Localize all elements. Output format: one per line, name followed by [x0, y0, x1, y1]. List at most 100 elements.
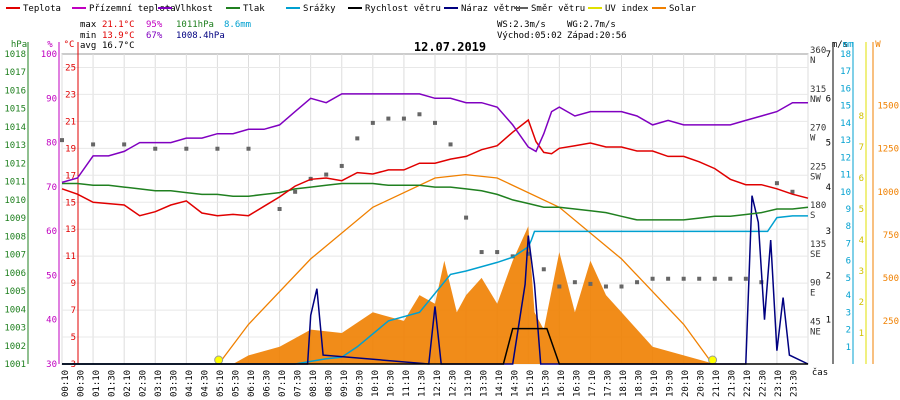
- y-tick-label: 5: [826, 139, 831, 149]
- y-tick-label: 15: [65, 198, 76, 208]
- y-tick-label: NW: [810, 95, 821, 105]
- x-tick-label: 19:30: [666, 370, 676, 397]
- rain-total: 8.6mm: [224, 20, 251, 30]
- x-tick-label: 06:10: [247, 370, 257, 397]
- x-tick-label: 13:30: [480, 370, 490, 397]
- wind-dir-point: [603, 284, 608, 289]
- y-tick-label: 2: [826, 271, 831, 281]
- wind-dir-point: [246, 146, 251, 151]
- y-tick-label: 8: [859, 112, 864, 122]
- y-tick-label: 4: [859, 236, 864, 246]
- wind-dir-point: [712, 276, 717, 281]
- y-tick-label: 90: [46, 94, 57, 104]
- x-tick-label: 21:30: [728, 370, 738, 397]
- axis-unit: %: [47, 40, 53, 50]
- y-tick-label: 1: [826, 316, 831, 326]
- y-tick-label: 5: [859, 205, 864, 215]
- x-tick-label: 15:30: [542, 370, 552, 397]
- y-tick-label: 90: [810, 279, 821, 289]
- y-tick-label: 25: [65, 63, 76, 73]
- axis-unit: m/s: [832, 40, 848, 50]
- y-tick-label: 1004: [4, 305, 26, 315]
- x-tick-label: 11:10: [402, 370, 412, 397]
- y-tick-label: 6: [826, 94, 831, 104]
- y-tick-label: 80: [46, 139, 57, 149]
- x-tick-label: 15:10: [526, 370, 536, 397]
- x-tick-label: 23:30: [790, 370, 800, 397]
- x-tick-label: 21:10: [712, 370, 722, 397]
- min-label: min: [80, 31, 96, 41]
- y-tick-label: S: [810, 211, 815, 221]
- x-tick-label: 18:30: [635, 370, 645, 397]
- legend-label: UV index: [605, 4, 649, 14]
- x-tick-label: 01:10: [92, 370, 102, 397]
- x-tick-label: 12:10: [433, 370, 443, 397]
- wind-dir-point: [650, 276, 655, 281]
- wind-dir-point: [370, 120, 375, 125]
- wind-dir-point: [277, 207, 282, 211]
- x-tick-label: 03:10: [154, 370, 164, 397]
- y-tick-label: 500: [883, 274, 899, 284]
- wind-dir-point: [122, 142, 127, 147]
- x-tick-label: 16:10: [557, 370, 567, 397]
- x-tick-label: 20:10: [681, 370, 691, 397]
- y-tick-label: 4: [826, 183, 831, 193]
- y-tick-label: 17: [840, 67, 851, 77]
- wind-dir-point: [60, 138, 64, 143]
- x-tick-label: 23:10: [774, 370, 784, 397]
- series-sun-arc: [218, 173, 714, 365]
- x-tick-label: 00:10: [61, 370, 71, 397]
- y-tick-label: E: [810, 289, 815, 299]
- max-temp: 21.1°C: [102, 20, 135, 30]
- x-tick-label: 00:30: [77, 370, 87, 397]
- y-tick-label: W: [810, 134, 816, 144]
- y-tick-label: 100: [41, 50, 57, 60]
- y-tick-label: 7: [859, 143, 864, 153]
- x-tick-label: 10:10: [371, 370, 381, 397]
- axes: hPa1018101710161015101410131012101110101…: [4, 40, 899, 397]
- legend-label: Srážky: [303, 4, 336, 14]
- y-tick-label: 2: [859, 298, 864, 308]
- y-tick-label: 1002: [4, 342, 26, 352]
- min-press: 1008.4hPa: [176, 31, 225, 41]
- avg-label: avg: [80, 41, 96, 51]
- wind-dir-point: [681, 276, 686, 281]
- x-tick-label: 05:10: [216, 370, 226, 397]
- y-tick-label: 60: [46, 227, 57, 237]
- sunset: Západ:20:56: [567, 31, 627, 41]
- y-tick-label: 1500: [877, 102, 899, 112]
- legend-label: Směr větru: [531, 4, 585, 14]
- y-tick-label: 3: [826, 227, 831, 237]
- y-tick-label: 315: [810, 85, 826, 95]
- x-tick-label: 17:10: [588, 370, 598, 397]
- series-rychlost-větru: [62, 327, 808, 365]
- y-tick-label: 1013: [4, 141, 26, 151]
- x-tick-label: 05:30: [232, 370, 242, 397]
- wg-value: WG:2.7m/s: [567, 20, 616, 30]
- wind-dir-point: [557, 284, 562, 289]
- wind-dir-point: [448, 142, 453, 147]
- wind-dir-point: [697, 276, 702, 281]
- x-tick-label: 04:10: [185, 370, 195, 397]
- series-solar-area: [62, 226, 808, 364]
- y-tick-label: SW: [810, 172, 821, 182]
- y-tick-label: 3: [846, 308, 851, 318]
- y-tick-label: 1014: [4, 123, 26, 133]
- wind-dir-point: [464, 215, 469, 220]
- x-tick-label: 11:30: [418, 370, 428, 397]
- legend-label: Náraz větru: [461, 4, 521, 14]
- ws-value: WS:2.3m/s: [497, 20, 546, 30]
- y-tick-label: 225: [810, 162, 826, 172]
- wind-dir-point: [774, 181, 779, 186]
- y-tick-label: 1003: [4, 324, 26, 334]
- x-tick-label: 22:10: [743, 370, 753, 397]
- wind-dir-point: [526, 251, 531, 256]
- x-tick-label: 14:10: [495, 370, 505, 397]
- y-tick-label: 9: [71, 279, 76, 289]
- y-tick-label: 7: [846, 239, 851, 249]
- series-náraz-větru: [62, 195, 809, 365]
- y-tick-label: 6: [859, 174, 864, 184]
- y-tick-label: 14: [840, 119, 851, 129]
- x-tick-label: 07:30: [294, 370, 304, 397]
